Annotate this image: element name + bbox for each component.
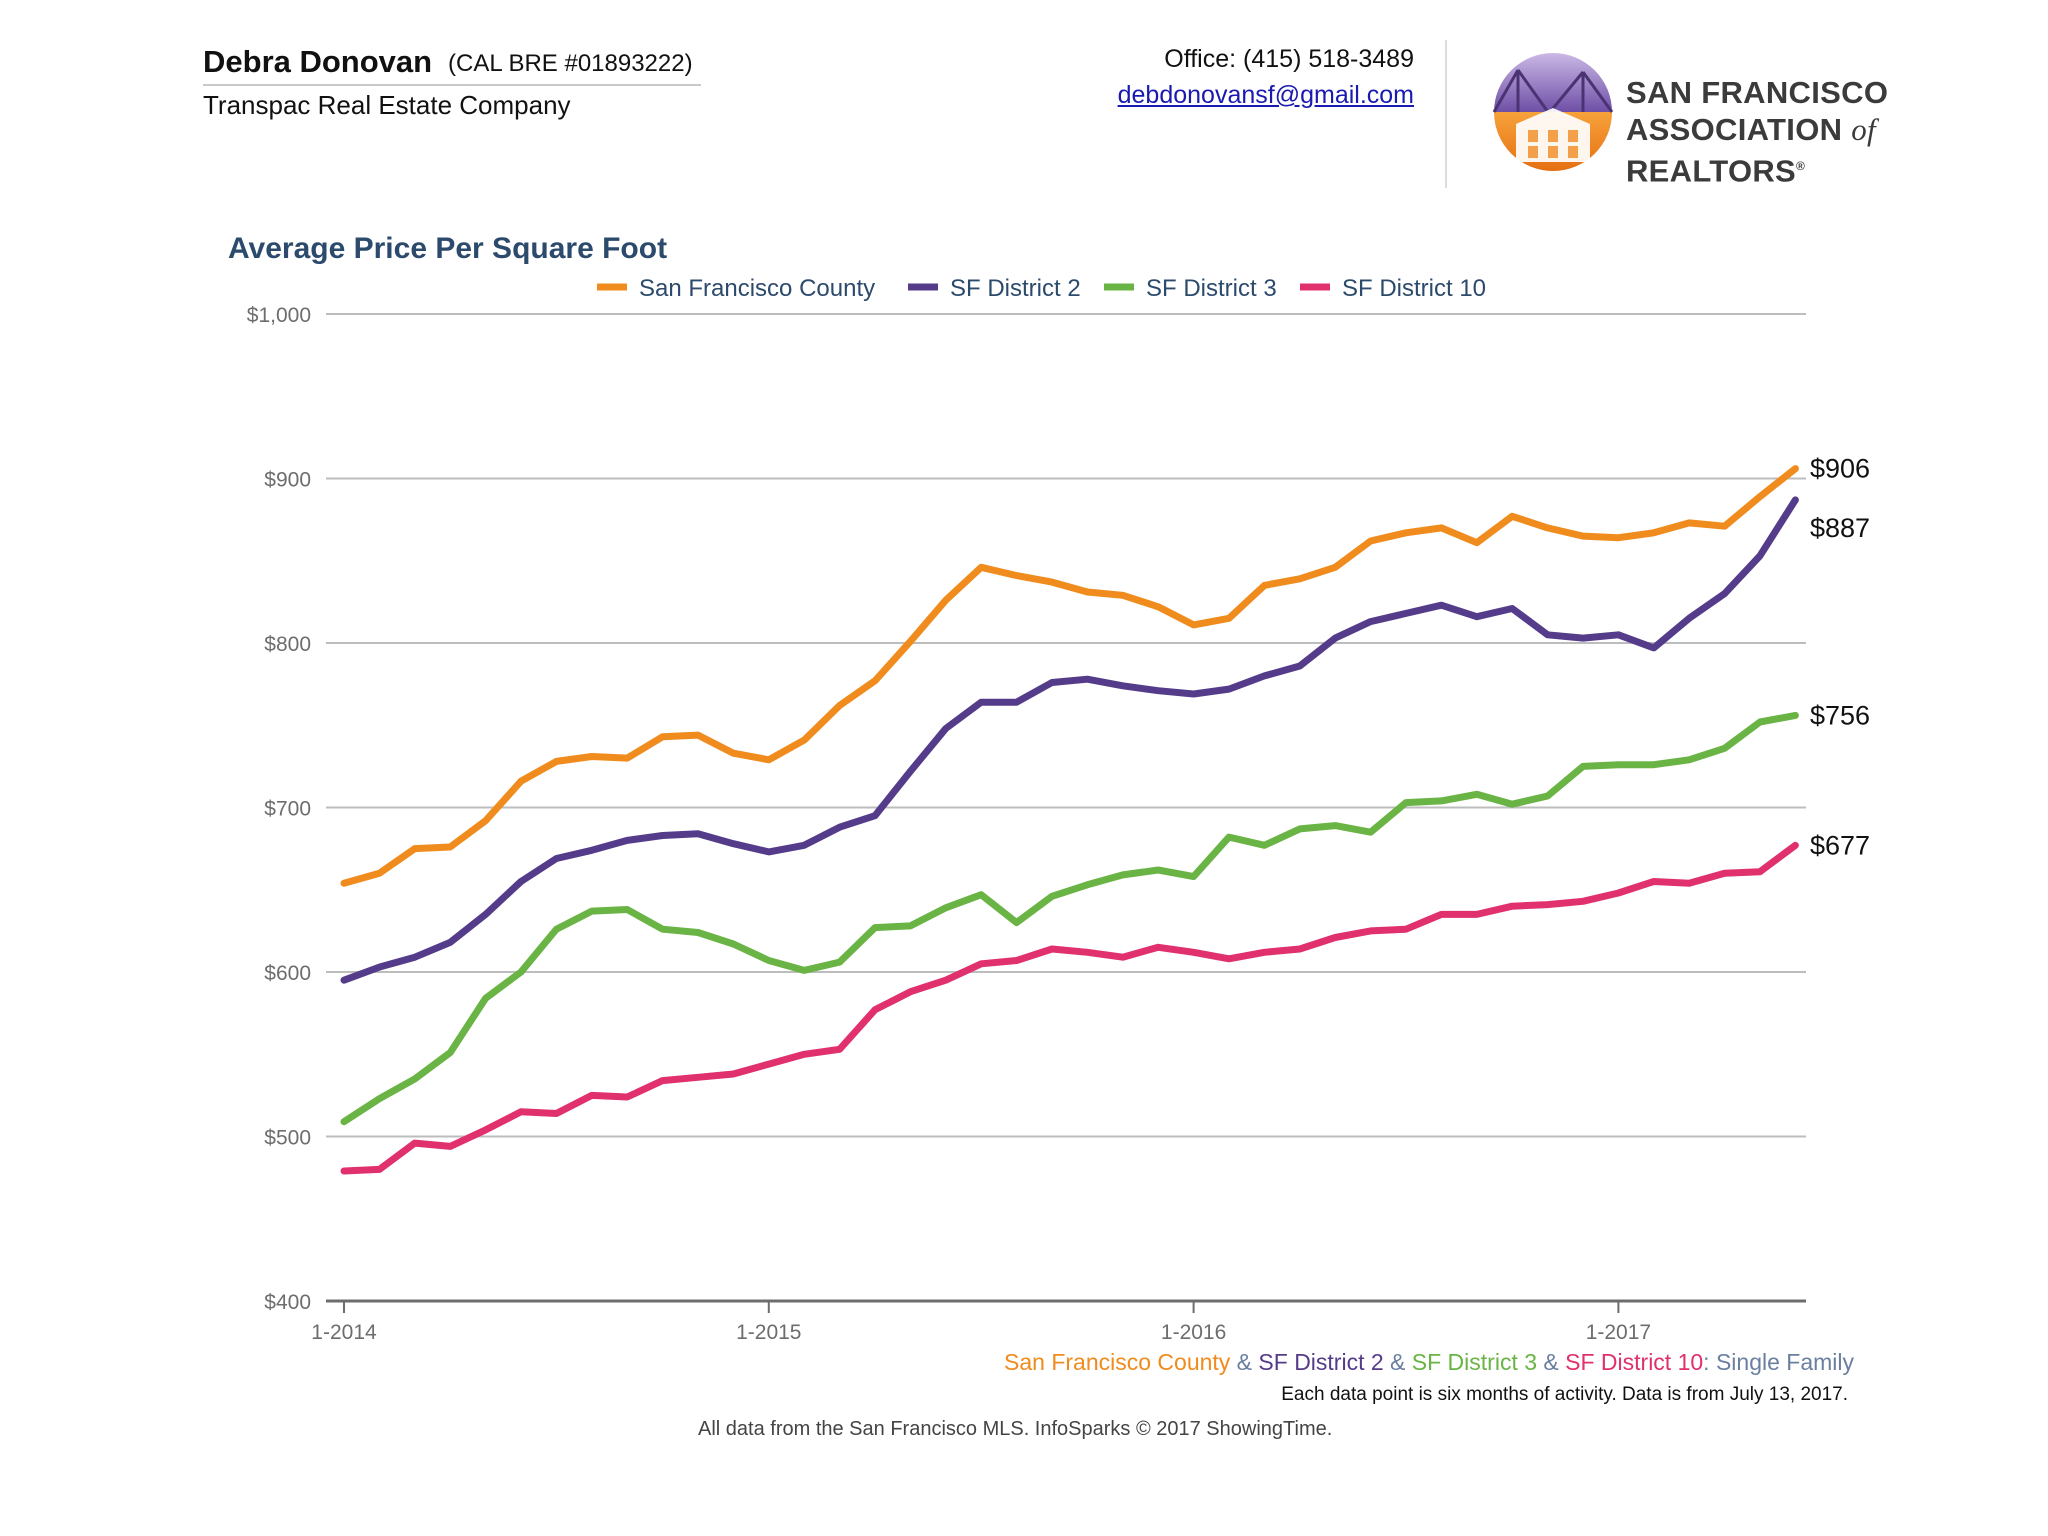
y-tick-label: $1,000 bbox=[247, 304, 311, 327]
footnote-part: & bbox=[1537, 1349, 1565, 1375]
y-axis-tick-labels: $400 $500 $600 $700 $800 $900 $1,000 bbox=[247, 304, 311, 1314]
series-footnote: San Francisco County & SF District 2 & S… bbox=[1004, 1349, 1854, 1375]
x-tick-label: 1-2016 bbox=[1161, 1321, 1226, 1344]
y-tick-label: $700 bbox=[264, 798, 311, 821]
x-tick-label: 1-2017 bbox=[1586, 1321, 1651, 1344]
agent-name: Debra Donovan bbox=[203, 44, 433, 79]
association-name-line1: SAN FRANCISCO bbox=[1626, 75, 1889, 110]
y-tick-label: $500 bbox=[264, 1127, 311, 1150]
end-value-label: $756 bbox=[1810, 700, 1870, 730]
association-realtors: REALTORS bbox=[1626, 153, 1797, 189]
legend-label: SF District 2 bbox=[950, 275, 1081, 302]
association-word: ASSOCIATION bbox=[1626, 112, 1852, 147]
y-tick-label: $400 bbox=[264, 1291, 311, 1314]
end-value-label: $906 bbox=[1810, 454, 1870, 484]
association-name: SAN FRANCISCO ASSOCIATION of REALTORS® bbox=[1626, 74, 2048, 189]
chart-gridlines bbox=[326, 313, 1806, 1138]
agent-company: Transpac Real Estate Company bbox=[203, 90, 571, 120]
footnote-part: & bbox=[1230, 1349, 1258, 1375]
series-line bbox=[340, 465, 1799, 887]
series-line bbox=[340, 711, 1799, 1126]
chart-series-lines bbox=[340, 465, 1799, 1175]
x-tick-label: 1-2015 bbox=[736, 1321, 801, 1344]
end-value-label: $887 bbox=[1810, 513, 1870, 543]
series-line bbox=[340, 841, 1799, 1175]
footnote-part: : Single Family bbox=[1703, 1349, 1854, 1375]
series-line bbox=[340, 496, 1799, 984]
data-source: All data from the San Francisco MLS. Inf… bbox=[698, 1418, 1333, 1440]
registered-mark: ® bbox=[1796, 159, 1806, 173]
chart-legend: San Francisco County SF District 2 SF Dist… bbox=[597, 275, 1486, 302]
y-tick-label: $600 bbox=[264, 962, 311, 985]
x-tick-label: 1-2014 bbox=[311, 1321, 377, 1344]
y-tick-label: $800 bbox=[264, 633, 311, 656]
end-value-label: $677 bbox=[1810, 830, 1870, 860]
association-of: of bbox=[1851, 112, 1876, 147]
footnote-part: SF District 10 bbox=[1565, 1349, 1703, 1375]
footnote-part: & bbox=[1384, 1349, 1412, 1375]
office-phone: Office: (415) 518-3489 bbox=[1164, 45, 1414, 73]
association-logo-icon bbox=[1492, 53, 1614, 171]
footnote-part: SF District 2 bbox=[1258, 1349, 1383, 1375]
footnote-part: San Francisco County bbox=[1004, 1349, 1231, 1375]
legend-label: SF District 3 bbox=[1146, 275, 1277, 302]
agent-email-link[interactable]: debdonovansf@gmail.com bbox=[1117, 81, 1414, 109]
legend-label: SF District 10 bbox=[1342, 275, 1486, 302]
header-divider bbox=[203, 84, 701, 86]
chart-title: Average Price Per Square Foot bbox=[228, 232, 667, 265]
legend-label: San Francisco County bbox=[639, 275, 875, 302]
header-vertical-divider bbox=[1445, 40, 1447, 188]
series-end-labels: $906 $887 $756 $677 bbox=[1810, 454, 1870, 861]
association-name-line2: ASSOCIATION of REALTORS® bbox=[1626, 111, 2048, 189]
x-axis: 1-2014 1-2015 1-2016 1-2017 bbox=[311, 1299, 1806, 1344]
footnote-part: SF District 3 bbox=[1412, 1349, 1537, 1375]
y-tick-label: $900 bbox=[264, 469, 311, 492]
agent-license: (CAL BRE #01893222) bbox=[448, 50, 693, 77]
data-note: Each data point is six months of activit… bbox=[1281, 1384, 1848, 1405]
